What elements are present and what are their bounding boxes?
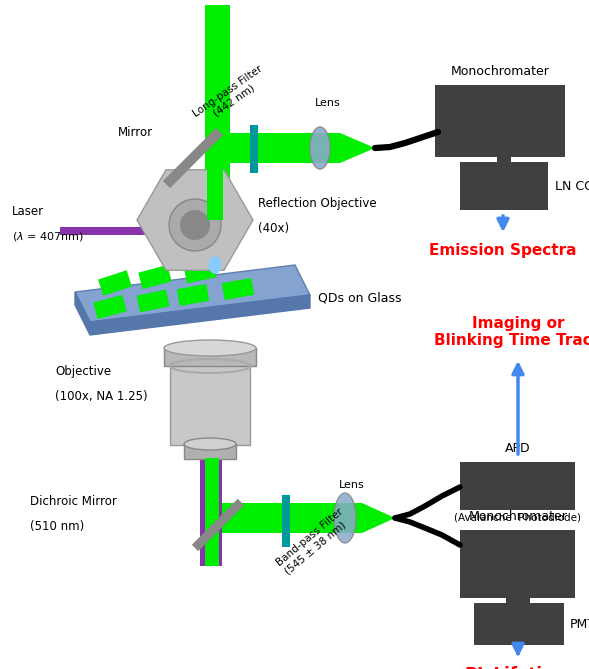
Text: QDs on Glass: QDs on Glass <box>318 292 402 304</box>
Polygon shape <box>93 295 127 319</box>
Bar <box>435 85 565 157</box>
Text: Objective: Objective <box>55 365 111 378</box>
Ellipse shape <box>169 199 221 251</box>
Ellipse shape <box>180 210 210 240</box>
Bar <box>460 462 575 510</box>
Polygon shape <box>75 292 90 335</box>
Text: Long-pass Filter
(442 nm): Long-pass Filter (442 nm) <box>191 64 271 128</box>
Bar <box>60 227 172 235</box>
Ellipse shape <box>184 438 236 450</box>
Polygon shape <box>137 170 253 270</box>
Bar <box>205 458 219 566</box>
Polygon shape <box>222 503 395 533</box>
Ellipse shape <box>334 493 356 543</box>
Text: (Avalanche  Photodiode): (Avalanche Photodiode) <box>455 513 581 523</box>
Bar <box>474 603 564 645</box>
Polygon shape <box>75 265 310 322</box>
Text: ($\lambda$ = 407nm): ($\lambda$ = 407nm) <box>12 230 84 243</box>
Text: Band-pass Filter
(545 ± 38 nm): Band-pass Filter (545 ± 38 nm) <box>275 506 353 577</box>
Text: Emission Spectra: Emission Spectra <box>429 243 577 258</box>
Text: Monochromater: Monochromater <box>451 65 550 78</box>
Text: APD: APD <box>505 442 531 455</box>
Bar <box>170 360 250 445</box>
Bar <box>205 5 230 185</box>
Polygon shape <box>137 290 170 312</box>
Polygon shape <box>184 260 216 284</box>
Text: Dichroic Mirror: Dichroic Mirror <box>30 495 117 508</box>
Polygon shape <box>177 284 209 306</box>
Bar <box>460 162 548 210</box>
Bar <box>200 458 222 566</box>
Text: Imaging or
Blinking Time Trace: Imaging or Blinking Time Trace <box>434 316 589 348</box>
Bar <box>497 157 511 165</box>
Text: Reflection Objective: Reflection Objective <box>258 197 376 210</box>
Text: LN CCD: LN CCD <box>555 179 589 193</box>
Text: Lens: Lens <box>339 480 365 490</box>
Bar <box>506 598 530 604</box>
Bar <box>250 125 258 173</box>
Text: Monochromater: Monochromater <box>469 510 567 523</box>
Polygon shape <box>215 133 375 163</box>
Text: Laser: Laser <box>12 205 44 218</box>
Ellipse shape <box>164 340 256 356</box>
Polygon shape <box>90 295 310 335</box>
Text: PL Lifetime: PL Lifetime <box>465 666 571 669</box>
Text: Mirror: Mirror <box>118 126 153 138</box>
Polygon shape <box>163 128 223 188</box>
Polygon shape <box>221 278 254 300</box>
Text: Lens: Lens <box>315 98 341 108</box>
Bar <box>164 348 256 366</box>
Ellipse shape <box>310 127 330 169</box>
Bar <box>282 495 290 547</box>
Polygon shape <box>192 499 244 551</box>
Text: (510 nm): (510 nm) <box>30 520 84 533</box>
Polygon shape <box>98 270 132 296</box>
Text: (100x, NA 1.25): (100x, NA 1.25) <box>55 390 148 403</box>
Bar <box>184 444 236 459</box>
Bar <box>207 160 223 220</box>
Polygon shape <box>138 265 171 289</box>
Ellipse shape <box>209 256 221 274</box>
Text: PMT: PMT <box>570 617 589 630</box>
Bar <box>460 530 575 598</box>
Text: (40x): (40x) <box>258 222 289 235</box>
